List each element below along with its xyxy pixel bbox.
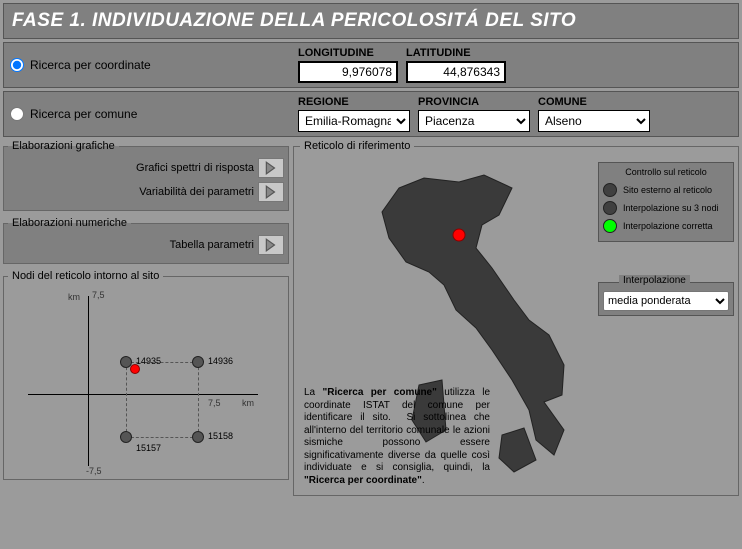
- grid-node: [192, 431, 204, 443]
- nodi-reticolo-group: Nodi del reticolo intorno al sito km 7,5…: [3, 270, 289, 480]
- site-marker: [130, 364, 140, 374]
- led-esterno-icon: [603, 183, 617, 197]
- search-by-comune-row: Ricerca per comune REGIONE Emilia-Romagn…: [3, 91, 739, 137]
- variabilita-button[interactable]: [258, 182, 284, 202]
- grid-node: [120, 431, 132, 443]
- arrow-right-icon: [264, 185, 278, 199]
- interpolazione-select[interactable]: media ponderata: [603, 291, 729, 311]
- nodi-chart: km 7,5 -7,5 7,5 km 14935 14936 15157 151…: [8, 286, 284, 476]
- longitude-input[interactable]: [298, 61, 398, 83]
- x-right-label: 7,5: [208, 398, 221, 408]
- led-3nodi-icon: [603, 201, 617, 215]
- reticolo-riferimento-group: Reticolo di riferimento Controllo sul re…: [293, 140, 739, 496]
- grafici-spettri-label: Grafici spettri di risposta: [136, 162, 254, 174]
- grid-node-label: 15157: [136, 443, 161, 453]
- led-esterno-label: Sito esterno al reticolo: [623, 185, 712, 195]
- page-title: FASE 1. INDIVIDUAZIONE DELLA PERICOLOSIT…: [3, 3, 739, 39]
- led-corretta-icon: [603, 219, 617, 233]
- grid-node-label: 15158: [208, 431, 233, 441]
- radio-coordinates-label: Ricerca per coordinate: [30, 58, 151, 72]
- interpolazione-group: Interpolazione media ponderata: [598, 282, 734, 316]
- site-marker-icon: [453, 229, 465, 241]
- variabilita-label: Variabilità dei parametri: [139, 186, 254, 198]
- controllo-reticolo-box: Controllo sul reticolo Sito esterno al r…: [598, 162, 734, 242]
- elaborazioni-numeriche-group: Elaborazioni numeriche Tabella parametri: [3, 217, 289, 264]
- provincia-label: PROVINCIA: [418, 96, 530, 108]
- km-x-label: km: [242, 398, 254, 408]
- x-axis: [28, 394, 258, 395]
- radio-comune[interactable]: [10, 107, 24, 121]
- reticolo-legend: Reticolo di riferimento: [300, 140, 414, 152]
- tabella-parametri-label: Tabella parametri: [170, 239, 254, 251]
- y-bot-label: -7,5: [86, 466, 102, 476]
- tabella-parametri-button[interactable]: [258, 235, 284, 255]
- latitude-label: LATITUDINE: [406, 47, 506, 59]
- nodi-legend: Nodi del reticolo intorno al sito: [8, 270, 163, 282]
- grid-node-label: 14935: [136, 356, 161, 366]
- radio-comune-label: Ricerca per comune: [30, 107, 137, 121]
- arrow-right-icon: [264, 238, 278, 252]
- elab-grafiche-legend: Elaborazioni grafiche: [8, 140, 119, 152]
- help-text: La "Ricerca per comune" utilizza le coor…: [304, 387, 490, 487]
- grid-line: [126, 362, 127, 437]
- grid-node-label: 14936: [208, 356, 233, 366]
- longitude-label: LONGITUDINE: [298, 47, 398, 59]
- elab-numeriche-legend: Elaborazioni numeriche: [8, 217, 131, 229]
- regione-label: REGIONE: [298, 96, 410, 108]
- latitude-input[interactable]: [406, 61, 506, 83]
- grid-line: [126, 437, 198, 438]
- comune-select[interactable]: Alseno: [538, 110, 650, 132]
- elaborazioni-grafiche-group: Elaborazioni grafiche Grafici spettri di…: [3, 140, 289, 211]
- regione-select[interactable]: Emilia-Romagna: [298, 110, 410, 132]
- km-y-label: km: [68, 292, 80, 302]
- provincia-select[interactable]: Piacenza: [418, 110, 530, 132]
- arrow-right-icon: [264, 161, 278, 175]
- led-3nodi-label: Interpolazione su 3 nodi: [623, 203, 719, 213]
- grid-line: [198, 362, 199, 437]
- radio-coordinates[interactable]: [10, 58, 24, 72]
- y-top-label: 7,5: [92, 290, 105, 300]
- search-by-coordinates-row: Ricerca per coordinate LONGITUDINE LATIT…: [3, 42, 739, 88]
- grid-node: [192, 356, 204, 368]
- led-corretta-label: Interpolazione corretta: [623, 221, 713, 231]
- y-axis: [88, 296, 89, 466]
- grafici-spettri-button[interactable]: [258, 158, 284, 178]
- interpolazione-legend: Interpolazione: [619, 275, 690, 286]
- comune-label: COMUNE: [538, 96, 650, 108]
- controllo-title: Controllo sul reticolo: [603, 167, 729, 181]
